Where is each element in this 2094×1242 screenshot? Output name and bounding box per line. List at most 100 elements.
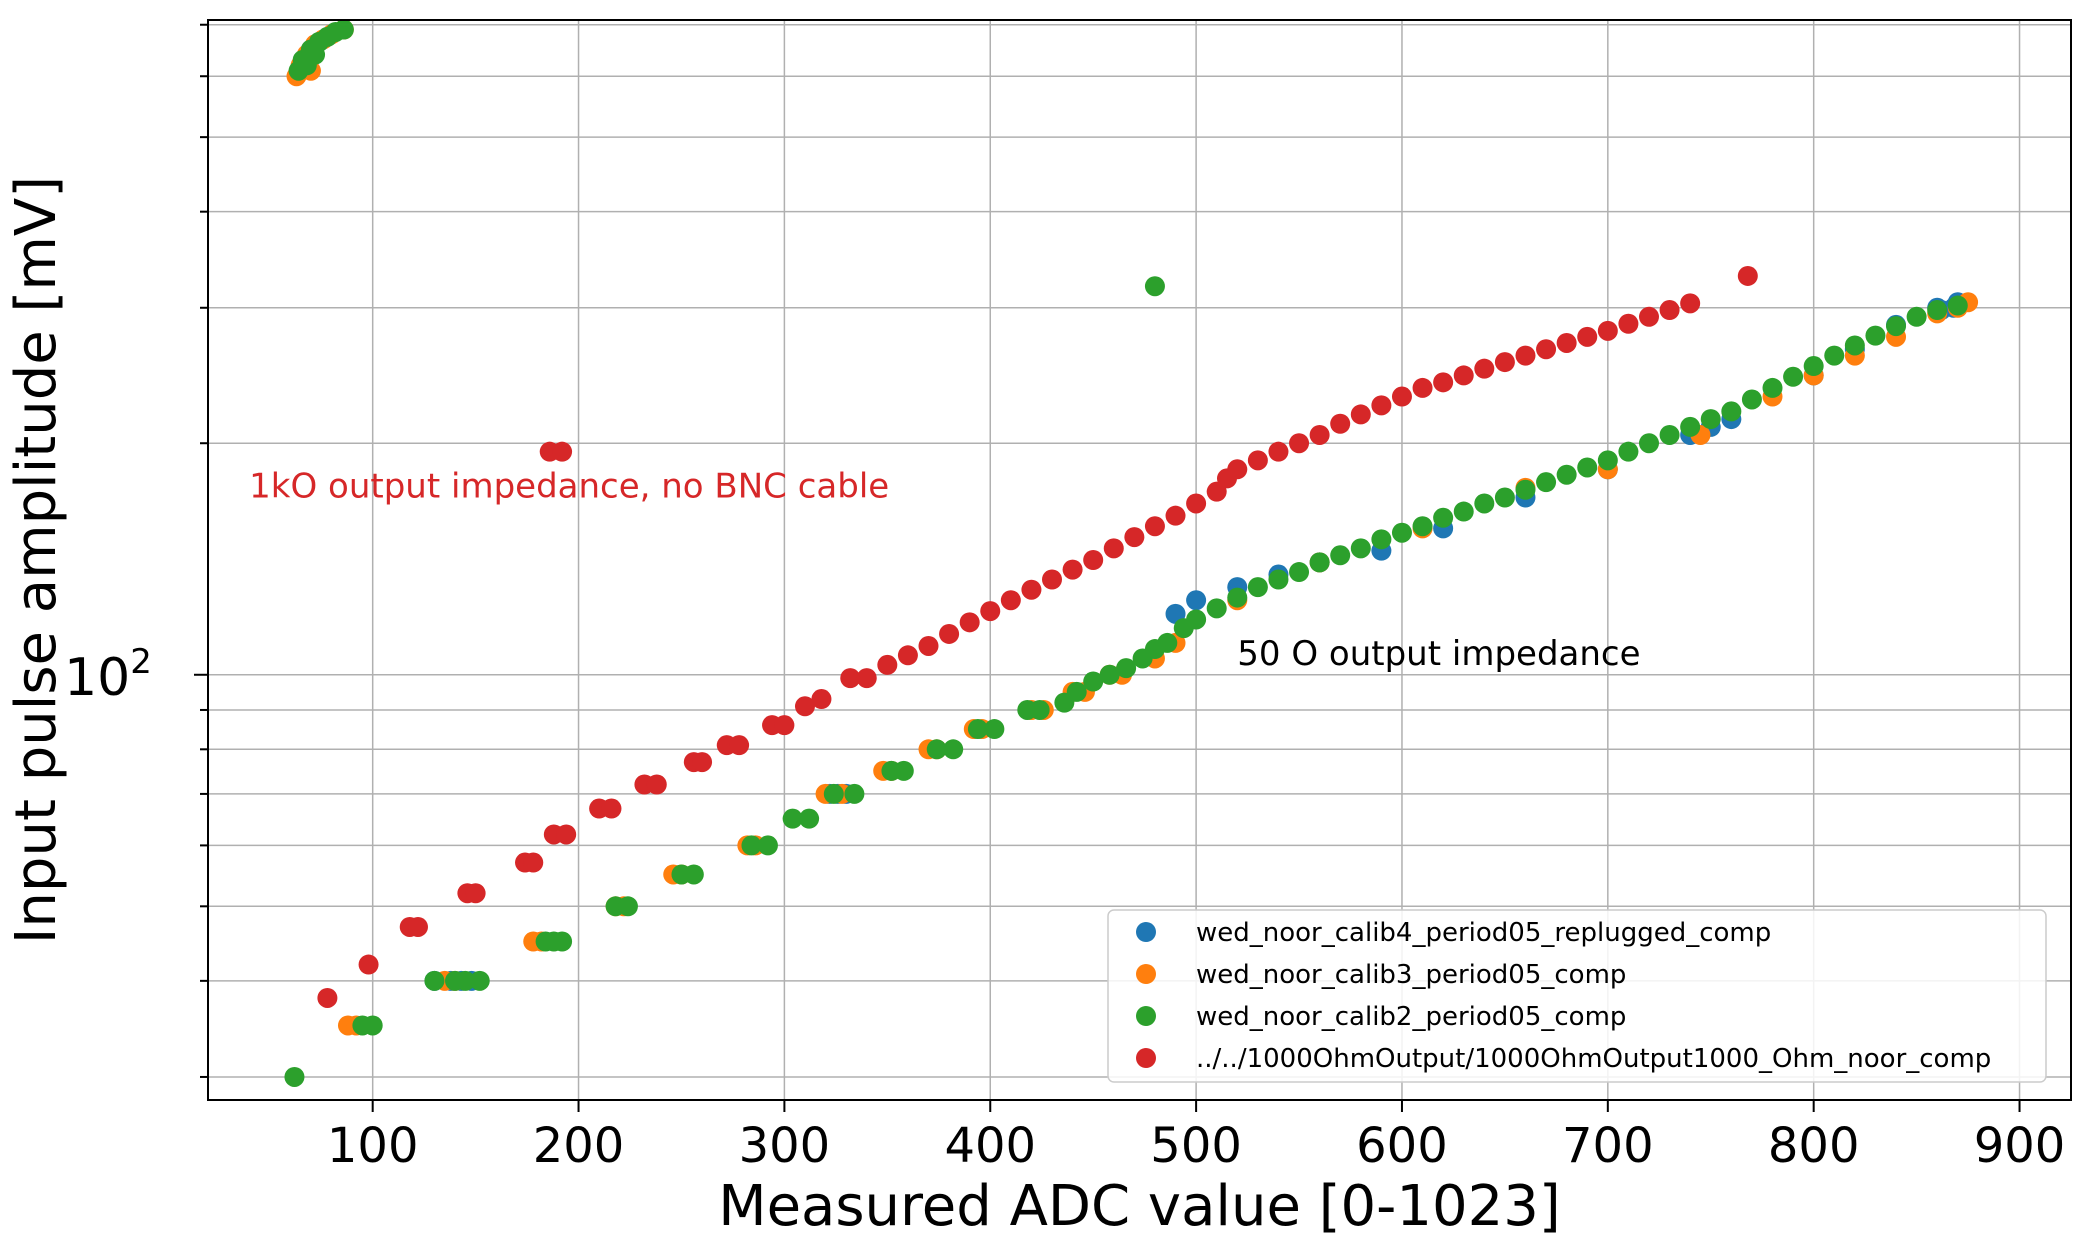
data-point [1157,632,1178,653]
data-point [877,654,898,675]
data-point [1391,522,1412,543]
data-point [1577,457,1598,478]
data-point [1247,577,1268,598]
data-point [1165,505,1186,526]
data-point [1099,664,1120,685]
legend-marker [1136,1006,1156,1026]
data-point [1289,562,1310,583]
legend-box [1107,909,2047,1083]
data-point [1000,590,1021,611]
x-tick-label: 500 [1150,1118,1242,1174]
data-point [844,783,865,804]
data-point [362,1015,383,1036]
legend-label: wed_noor_calib2_period05_comp [1196,1002,1626,1032]
data-point [1268,441,1289,462]
data-point [1227,459,1248,480]
data-point [317,987,338,1008]
data-point [1597,450,1618,471]
data-point [1741,389,1762,410]
data-point [1927,300,1948,321]
legend-marker [1136,1048,1156,1068]
data-point [980,601,1001,622]
x-tick-label: 700 [1562,1118,1654,1174]
data-point [1433,507,1454,528]
data-point [1227,587,1248,608]
data-point [856,668,877,689]
data-point [617,896,638,917]
data-point [1680,416,1701,437]
data-point [1371,395,1392,416]
data-point [823,783,844,804]
series-3 [284,19,1968,1087]
x-tick-label: 100 [327,1118,419,1174]
x-tick-label: 800 [1768,1118,1860,1174]
data-point [1247,450,1268,471]
data-point [1371,529,1392,550]
legend-label: wed_noor_calib3_period05_comp [1196,960,1626,990]
y-tick-label: 102 [64,642,152,708]
data-point [683,864,704,885]
data-point [1066,681,1087,702]
data-point [774,715,795,736]
data-point [1700,409,1721,430]
data-point [897,645,918,666]
data-point [811,689,832,710]
legend-label: ../../1000OhmOutput/1000OhmOutput1000_Oh… [1196,1044,1991,1074]
y-tick-label-exponent: 2 [130,642,152,682]
data-point [1680,293,1701,314]
data-point [1453,501,1474,522]
data-point [1886,316,1907,337]
data-point [1659,300,1680,321]
data-point [1721,401,1742,422]
data-point [1737,265,1758,286]
axis-ticks: 100 200 300 400 500 600 700 800 900 102 [64,23,2065,1174]
data-point [1494,352,1515,373]
annotation-2: 50 O output impedance [1237,634,1640,674]
data-point [1803,356,1824,377]
data-point [1515,479,1536,500]
data-point [1350,404,1371,425]
data-point [1186,493,1207,514]
data-point [1433,372,1454,393]
data-point [1289,433,1310,454]
data-point [1474,358,1495,379]
data-point [1309,424,1330,445]
data-point [1268,569,1289,590]
data-point [1865,325,1886,346]
data-point [556,824,577,845]
data-point [1103,538,1124,559]
data-point [1124,527,1145,548]
data-point [284,1066,305,1087]
data-point [305,44,326,65]
data-point [358,954,379,975]
legend-marker [1136,964,1156,984]
data-point [1309,552,1330,573]
annotations: 1kO output impedance, no BNC cable 50 O o… [249,467,1640,674]
x-tick-label: 300 [739,1118,831,1174]
data-point [1206,598,1227,619]
data-point [918,635,939,656]
data-point [601,798,622,819]
data-point [1412,516,1433,537]
data-point [1330,545,1351,566]
data-point [1186,590,1207,611]
data-point [943,739,964,760]
data-point [646,774,667,795]
data-point [469,970,490,991]
data-point [1618,441,1639,462]
data-point [1116,658,1137,679]
data-point [1083,671,1104,692]
data-point [1021,579,1042,600]
legend: wed_noor_calib4_period05_replugged_compw… [1107,909,2047,1083]
plot-frame [207,19,2072,1101]
data-point [523,852,544,873]
annotation-1: 1kO output impedance, no BNC cable [249,467,889,507]
x-tick-label: 600 [1356,1118,1448,1174]
data-point [1824,345,1845,366]
data-point [1638,433,1659,454]
data-point [939,623,960,644]
data-point [1556,332,1577,353]
data-point [794,696,815,717]
data-point [1783,366,1804,387]
